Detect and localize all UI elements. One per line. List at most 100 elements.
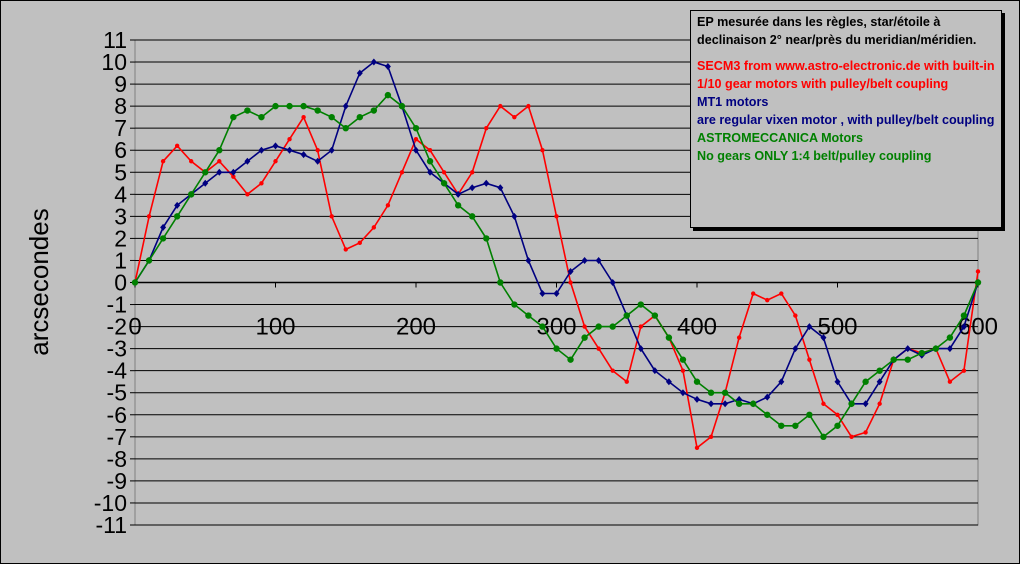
y-tick-label: -2 [107,314,127,340]
data-point [947,379,953,384]
data-point [807,357,812,362]
data-point [273,159,278,164]
x-tick-label: 200 [396,314,436,341]
data-point [300,102,307,110]
y-tick-label: 8 [114,93,127,119]
annotation-astromeccanica-title: ASTROMECCANICA Motors [697,131,864,145]
data-point [693,378,701,385]
data-point [160,159,166,164]
annotation-astromeccanica-desc: No gears ONLY 1:4 belt/pulley coupling [697,149,932,163]
data-point [371,225,377,230]
data-point [764,411,771,418]
data-point [540,148,545,153]
y-tick-label: 9 [114,71,127,97]
data-point [863,430,868,435]
data-point [876,367,883,374]
data-point [932,345,940,352]
data-point [357,240,362,246]
data-point [440,180,448,187]
data-point [707,389,715,396]
data-point [469,184,476,192]
data-point [582,324,587,329]
data-point [258,146,265,154]
x-tick-label: 400 [677,314,717,341]
data-point [498,103,503,109]
annotation-mt1-desc: are regular vixen motor , with pulley/be… [697,113,995,127]
data-point [146,214,152,219]
data-point [512,114,517,120]
data-point [793,313,798,318]
data-point [651,367,658,375]
data-point [835,412,840,417]
data-point [862,400,869,408]
data-point [160,223,167,231]
y-tick-label: 6 [114,137,127,163]
y-tick-label: -7 [107,424,127,450]
data-point [834,378,841,386]
data-point [511,212,518,220]
y-tick-label: -5 [107,380,127,406]
data-point [849,434,854,440]
data-point [806,411,813,418]
data-point [609,323,616,330]
y-tick-label: -9 [107,468,127,494]
data-point [189,159,194,164]
data-point [918,349,925,357]
data-point [258,113,265,121]
data-point [216,147,223,154]
data-point [399,170,405,175]
y-tick-label: -10 [94,490,127,516]
annotation-box: EP mesurée dans les règles, star/étoile … [690,10,1002,228]
data-point [946,345,953,353]
annotation-header: EP mesurée dans les règles, star/étoile … [697,15,977,47]
data-point [778,422,785,429]
data-point [159,235,167,242]
series-1 [132,58,981,408]
data-point [455,190,462,198]
data-point [300,151,307,159]
data-point [764,393,771,401]
data-point [637,345,644,353]
data-point [890,356,897,363]
data-point [483,235,490,242]
data-point [244,157,251,165]
data-point [469,213,476,220]
data-point [765,297,770,303]
data-point [173,213,181,220]
data-point [974,279,982,286]
y-tick-label: 5 [114,159,127,185]
y-tick-label: 1 [114,247,127,273]
data-point [610,368,615,373]
y-tick-label: -11 [95,512,127,538]
data-point [539,323,546,330]
data-point [624,379,629,384]
data-point [470,170,475,175]
data-point [328,113,335,121]
data-point [820,433,827,441]
data-point [876,378,883,386]
data-point [356,113,363,121]
data-point [398,102,406,110]
data-point [245,192,250,197]
data-point [314,107,321,114]
annotation-secm3: SECM3 from www.astro-electronic.de with … [697,59,995,91]
data-point [946,334,954,341]
data-point [792,422,799,429]
data-point [736,335,742,340]
data-point [553,345,560,352]
data-point [286,102,293,110]
y-tick-label: -1 [107,292,127,318]
data-point [342,102,349,110]
annotation-mt1-title: MT1 motors [697,95,769,109]
data-point [315,148,320,153]
data-point [568,280,573,285]
data-point [779,291,784,296]
y-tick-label: -3 [107,336,127,362]
data-point [680,368,686,373]
data-point [217,159,222,164]
y-tick-label: 10 [101,49,127,75]
data-point [735,400,743,407]
data-point [638,324,643,329]
data-point [862,378,869,385]
y-axis-label: arcsecondes [24,208,54,355]
